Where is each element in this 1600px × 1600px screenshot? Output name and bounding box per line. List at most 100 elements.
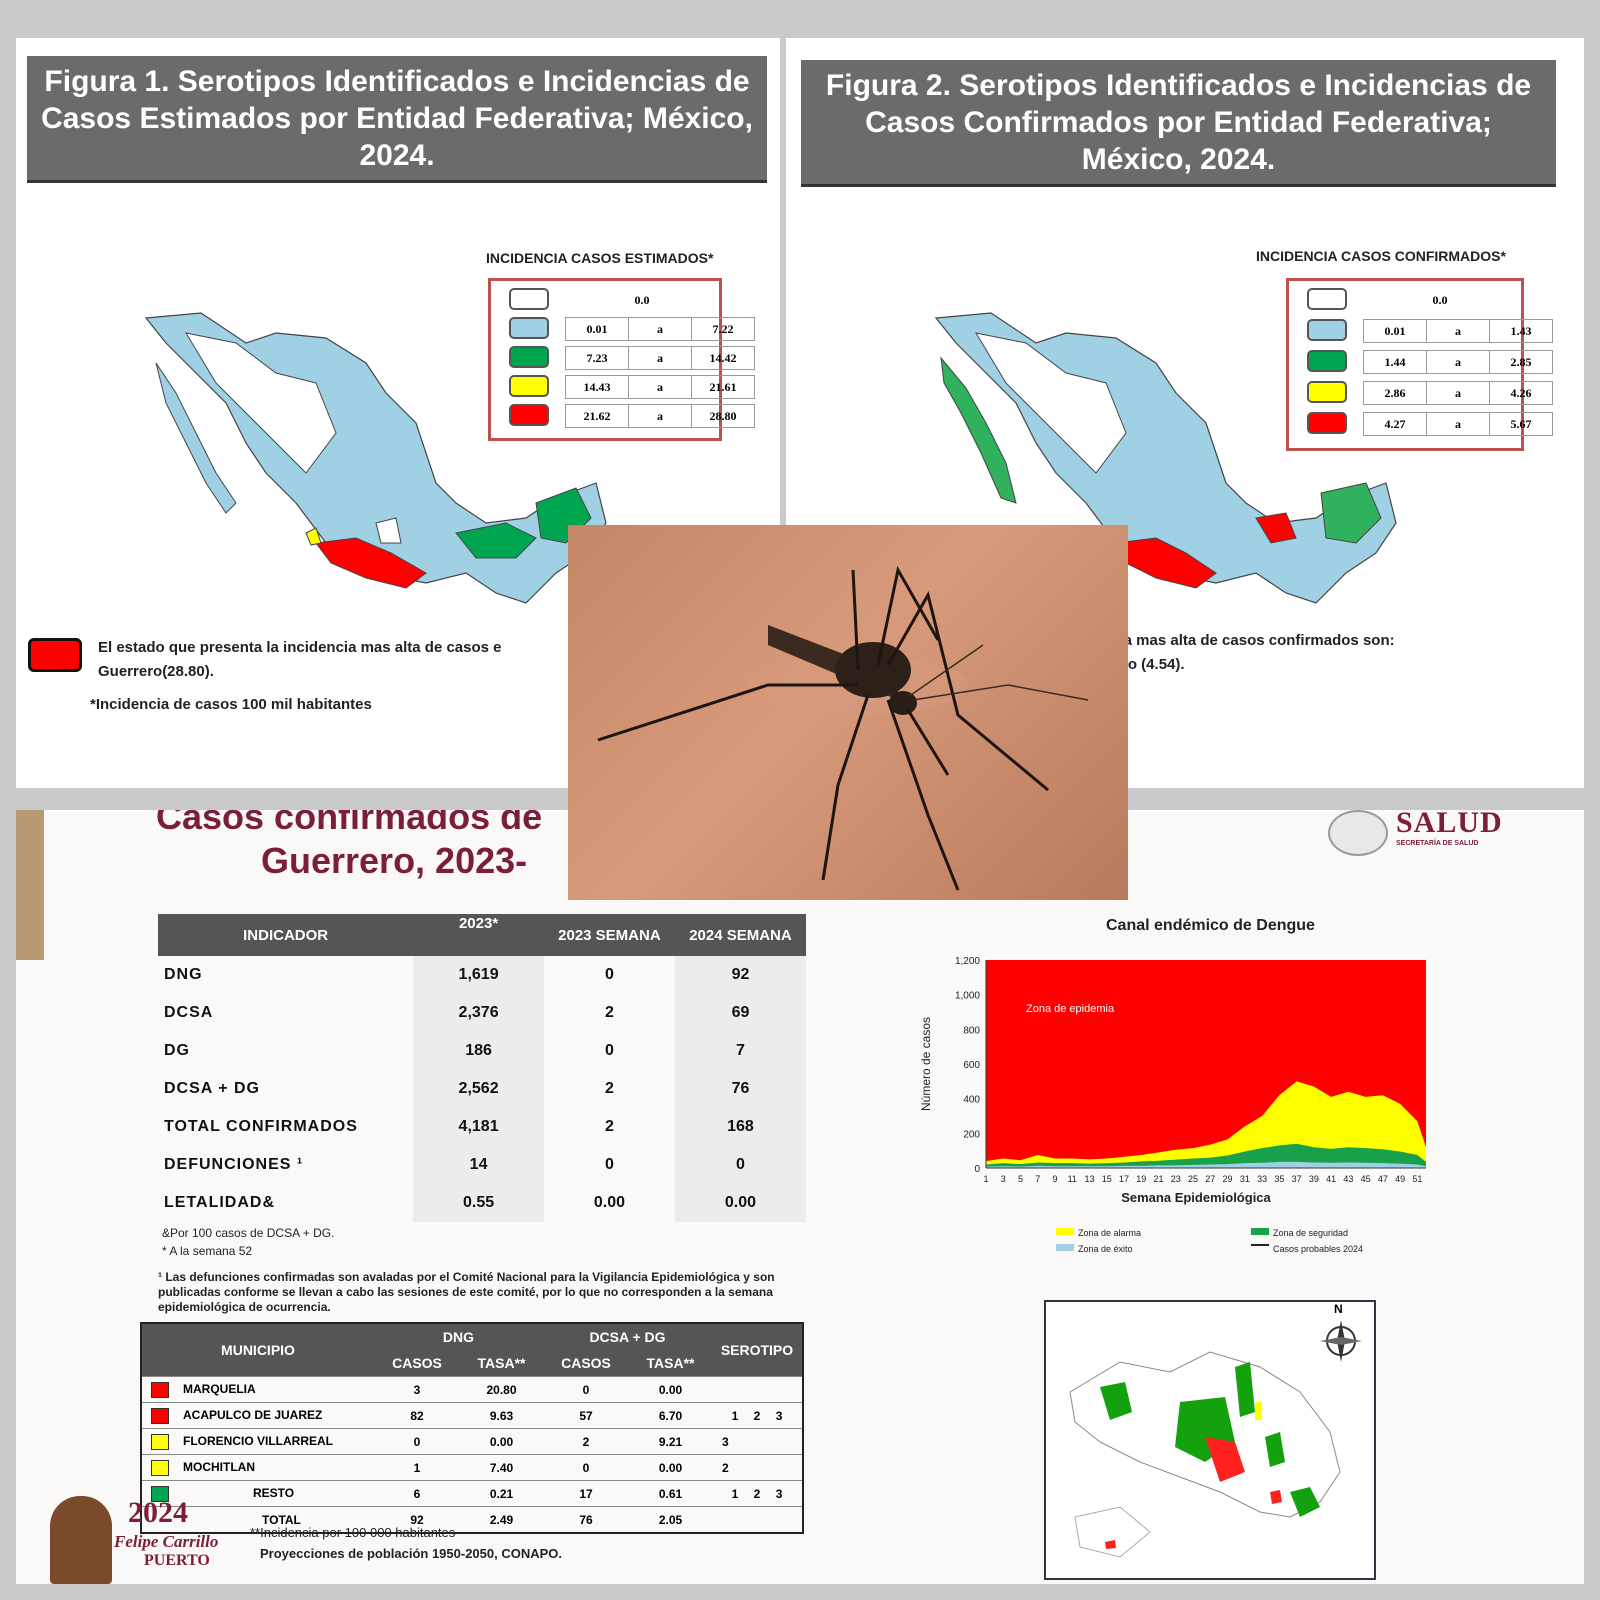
row-label: DCSA [164, 1004, 214, 1021]
slide-accent-bar [16, 810, 44, 960]
status-swatch [151, 1433, 169, 1450]
slide-title-line-1: Casos confirmados de [156, 810, 543, 837]
slide-title-line-2: Guerrero, 2023- [261, 840, 528, 881]
header-2023: 2023* [413, 914, 544, 956]
header-dng-tasa: TASA** [460, 1350, 543, 1377]
table-row: DEFUNCIONES ¹ 14 0 0 [158, 1146, 806, 1184]
cell: 2.05 [629, 1506, 712, 1533]
legend-1: 0.0 0.01 a 7.22 7.23 a 14.42 14.43 a 21.61 21.… [488, 278, 755, 441]
x-tick-label: 3 [1001, 1174, 1006, 1184]
note-1-line-1: El estado que presenta la incidencia mas… [98, 639, 502, 656]
legend-2-sep-2: a [1426, 350, 1490, 374]
compass-icon [1320, 1320, 1362, 1362]
row-label: DEFUNCIONES ¹ [164, 1156, 304, 1173]
legend-2-max-1: 1.43 [1489, 319, 1553, 343]
mosquito-icon [597, 565, 1089, 891]
x-tick-label: 37 [1292, 1174, 1302, 1184]
legend-1-sep-3: a [628, 375, 692, 399]
header-serotipo: SEROTIPO [712, 1323, 803, 1377]
legend-label-2: Zona de éxito [1078, 1244, 1133, 1254]
x-tick-label: 23 [1171, 1174, 1181, 1184]
legend-2-sep-3: a [1426, 381, 1490, 405]
cell [712, 1506, 803, 1533]
municipio-name: MOCHITLAN [183, 1459, 255, 1474]
legend-1-max-1: 7.22 [691, 317, 755, 341]
x-tick-label: 5 [1018, 1174, 1023, 1184]
red-marker [28, 638, 82, 672]
x-tick-label: 1 [983, 1174, 988, 1184]
cell: 20.80 [460, 1376, 543, 1403]
series-area-0 [986, 1081, 1426, 1168]
serotipo-2: 2 [753, 1408, 761, 1423]
cell: 7 [674, 1032, 806, 1070]
x-tick-label: 17 [1119, 1174, 1129, 1184]
table-row: DCSA + DG 2,562 2 76 [158, 1070, 806, 1108]
x-tick-label: 9 [1053, 1174, 1058, 1184]
cell: 0.61 [629, 1480, 712, 1507]
table-row: TOTAL CONFIRMADOS 4,181 2 168 [158, 1108, 806, 1146]
series-area-2 [986, 1161, 1426, 1168]
header-dcsa-tasa: TASA** [629, 1350, 712, 1377]
series-area-1 [986, 1143, 1426, 1168]
guerrero-state-shape [1069, 1351, 1341, 1558]
header-2024-semana: 2024 SEMANA [674, 914, 806, 956]
cell: 0 [604, 1156, 614, 1173]
legend-2: 0.0 0.01 a 1.43 1.44 a 2.85 2.86 a 4.26 4.27 a 5… [1286, 278, 1553, 451]
table-row: FLORENCIO VILLARREAL 0 0.00 2 9.21 3 [141, 1428, 803, 1455]
mosquito-photo [568, 525, 1128, 900]
cell: 2 [604, 1118, 614, 1135]
cell: 9.63 [460, 1402, 543, 1429]
cell: 76 [542, 1506, 629, 1533]
chart-title: Canal endémico de Dengue [1106, 917, 1315, 934]
cell: 186 [413, 1032, 544, 1070]
logo-year: 2024 [128, 1496, 188, 1529]
legend-2-max-2: 2.85 [1489, 350, 1553, 374]
x-tick-label: 19 [1136, 1174, 1146, 1184]
cell: 0.00 [460, 1428, 543, 1455]
cell: 4,181 [413, 1108, 544, 1146]
legend-swatch-1 [1251, 1228, 1269, 1235]
cell: 0.00 [593, 1194, 625, 1211]
municipio-name: ACAPULCO DE JUAREZ [183, 1407, 323, 1422]
table-row: DG 186 0 7 [158, 1032, 806, 1070]
legend-2-title: INCIDENCIA CASOS CONFIRMADOS* [1256, 248, 1506, 264]
row-label: DNG [164, 966, 203, 983]
legend-1-max-3: 21.61 [691, 375, 755, 399]
y-tick-label: 600 [963, 1060, 980, 1071]
cell: 0 [604, 966, 614, 983]
serotipo-1: 2 [722, 1460, 729, 1475]
total-row: TOTAL 92 2.49 76 2.05 [141, 1506, 803, 1533]
header-dng: DNG [374, 1323, 543, 1350]
x-tick-label: 51 [1412, 1174, 1422, 1184]
legend-1-sep-2: a [628, 346, 692, 370]
footer-note-2: Proyecciones de población 1950-2050, CON… [260, 1546, 563, 1561]
x-tick-label: 15 [1102, 1174, 1112, 1184]
x-tick-label: 13 [1085, 1174, 1095, 1184]
mexico-map-1 [144, 312, 607, 604]
note-letalidad: &Por 100 casos de DCSA + DG. [162, 1226, 335, 1240]
total-label: TOTAL [141, 1506, 374, 1533]
status-swatch [151, 1381, 169, 1398]
status-swatch [151, 1459, 169, 1476]
cell: 2,562 [413, 1070, 544, 1108]
y-tick-label: 1,200 [955, 956, 980, 967]
serotipo-cell: 2 [712, 1454, 803, 1481]
serotipo-cell: 1 2 3 [712, 1402, 803, 1429]
cell: 14 [413, 1146, 544, 1184]
x-tick-label: 27 [1205, 1174, 1215, 1184]
figure-1-panel: Figura 1. Serotipos Identificados e Inci… [16, 38, 780, 788]
row-label: DCSA + DG [164, 1080, 260, 1097]
x-tick-label: 35 [1274, 1174, 1284, 1184]
municipio-name: FLORENCIO VILLARREAL [183, 1433, 333, 1448]
header-dcsa-dg: DCSA + DG [542, 1323, 712, 1350]
cell: 6.70 [629, 1402, 712, 1429]
x-tick-label: 47 [1378, 1174, 1388, 1184]
felipe-carrillo-portrait [50, 1496, 112, 1584]
logo-name-1: Felipe Carrillo [114, 1532, 219, 1551]
header-dcsa-casos: CASOS [542, 1350, 629, 1377]
logo-name-2: PUERTO [144, 1552, 210, 1569]
cell: 69 [674, 994, 806, 1032]
indicator-table: INDICADOR 2023* 2023 SEMANA 2024 SEMANA … [158, 914, 806, 1222]
serotipo-3: 3 [775, 1408, 783, 1423]
cell: 2.49 [460, 1506, 543, 1533]
